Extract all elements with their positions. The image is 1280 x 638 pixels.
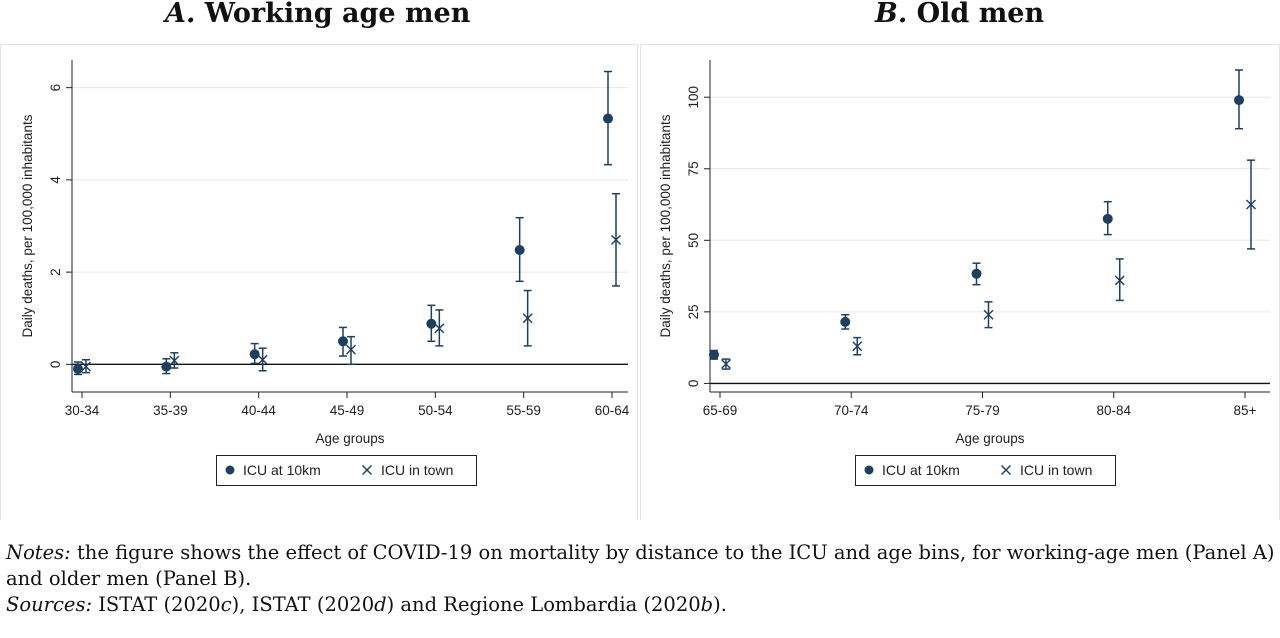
panel-a-legend-label-icu-in-town: ICU in town <box>381 462 453 478</box>
panel-b-title: B. Old men <box>875 0 1044 29</box>
panel-a-legend-label-icu-10km: ICU at 10km <box>243 462 321 478</box>
x-marker-stroke <box>1246 199 1256 210</box>
panel-b-point-icu-in-town <box>983 309 994 320</box>
panel-a-title-text: Working age men <box>204 0 471 29</box>
panel-b-point-icu-in-town <box>1246 199 1256 210</box>
panel-a-point-icu-in-town <box>81 361 91 372</box>
panel-a-ytick-label: 0 <box>48 361 63 369</box>
panel-a-xtick-label: 60-64 <box>595 403 630 418</box>
panel-a-xtick-label: 55-59 <box>506 403 541 418</box>
panel-b-legend: ICU at 10km ICU in town <box>855 455 1116 486</box>
panel-b-ytick-label: 100 <box>686 86 701 109</box>
panel-a-point-icu-in-town <box>611 234 621 245</box>
panel-b-point-icu-10km <box>1102 213 1113 224</box>
panel-a-point-icu-in-town <box>346 344 356 355</box>
panel-b-x-axis-title: Age groups <box>955 431 1024 446</box>
x-marker-stroke <box>1114 275 1125 286</box>
x-marker-stroke <box>81 361 91 372</box>
x-marker-stroke <box>257 354 268 365</box>
panel-a-point-icu-10km <box>338 336 348 347</box>
panel-b-y-axis-title: Daily deaths, per 100,000 inhabitants <box>658 114 673 337</box>
charts-canvas: 0 2 4 6 30-34 35-39 40-44 45-49 50-54 55-59 60-64 A… <box>0 44 1280 520</box>
panel-a-ytick-label: 6 <box>48 84 63 92</box>
panel-a-point-icu-10km <box>603 113 613 124</box>
sources-line: Sources: ISTAT (2020c), ISTAT (2020d) an… <box>6 592 1278 618</box>
notes-line: Notes: the figure shows the effect of CO… <box>6 540 1278 592</box>
notes-label: Notes: <box>6 541 71 564</box>
panel-a-xtick-label: 45-49 <box>330 403 365 418</box>
notes-text: the figure shows the effect of COVID-19 … <box>6 541 1275 590</box>
panel-a-point-icu-10km <box>514 244 525 255</box>
panel-b-xtick-label: 65-69 <box>703 403 738 418</box>
panel-b-legend-circle-icon <box>864 465 874 475</box>
panel-a-frame <box>0 44 638 520</box>
panel-b-point-icu-10km <box>971 268 982 279</box>
x-marker-stroke <box>611 234 621 245</box>
panel-a-point-icu-in-town <box>169 355 180 366</box>
panel-b-xtick-label: 75-79 <box>965 403 1000 418</box>
panel-b-xtick-label: 80-84 <box>1096 403 1131 418</box>
panel-a-point-icu-in-town <box>522 313 533 324</box>
panel-b-point-icu-10km <box>1234 95 1244 106</box>
panel-a-point-icu-10km <box>426 318 437 329</box>
panel-b-letter: B. <box>875 0 908 29</box>
panel-a-legend: ICU at 10km ICU in town <box>216 455 477 486</box>
panel-a-ytick-label: 4 <box>48 176 63 184</box>
panel-a-legend-box <box>216 455 477 486</box>
panel-b-frame <box>640 44 1280 520</box>
panel-a-chart: 0 2 4 6 30-34 35-39 40-44 45-49 50-54 55-59 60-64 A… <box>0 44 638 520</box>
source-istat-c: ISTAT (2020c), <box>98 593 252 616</box>
panel-a-point-icu-in-town <box>257 354 268 365</box>
source-regione-lombardia: Regione Lombardia (2020b). <box>443 593 727 616</box>
x-marker-stroke <box>169 355 180 366</box>
panel-b-xtick-label: 85+ <box>1234 403 1257 418</box>
panel-b-title-text: Old men <box>916 0 1045 29</box>
x-marker-stroke <box>983 309 994 320</box>
panel-a-title: A. Working age men <box>165 0 470 29</box>
panel-a-xtick-label: 40-44 <box>241 403 276 418</box>
x-marker-stroke <box>1001 465 1011 475</box>
x-marker-stroke <box>522 313 533 324</box>
panel-b-ytick-label: 75 <box>686 161 701 176</box>
sources-label: Sources: <box>6 593 93 616</box>
panel-b-point-icu-10km <box>840 316 851 327</box>
panel-b-ytick-label: 50 <box>686 233 701 248</box>
x-marker-stroke <box>346 344 356 355</box>
panel-b-point-icu-in-town <box>852 341 863 352</box>
panel-a-legend-x-icon <box>362 465 372 475</box>
panel-b-legend-x-icon <box>1001 465 1011 475</box>
panel-a-xtick-label: 35-39 <box>153 403 188 418</box>
figure-notes: Notes: the figure shows the effect of CO… <box>6 540 1278 618</box>
panel-b-ytick-label: 0 <box>686 380 701 388</box>
panel-a-legend-circle-icon <box>225 465 235 475</box>
panel-b-xtick-label: 70-74 <box>834 403 869 418</box>
panel-a-y-axis-title: Daily deaths, per 100,000 inhabitants <box>20 114 35 337</box>
panel-b-ytick-label: 25 <box>686 304 701 319</box>
panel-b-point-icu-in-town <box>721 358 731 369</box>
x-marker-stroke <box>852 341 863 352</box>
panel-a-x-axis-title: Age groups <box>315 431 384 446</box>
panel-b-point-icu-10km <box>709 349 719 360</box>
panel-b-point-icu-in-town <box>1114 275 1125 286</box>
panel-b-legend-label-icu-10km: ICU at 10km <box>882 462 960 478</box>
panel-a-xtick-label: 50-54 <box>418 403 453 418</box>
panel-a-point-icu-10km <box>73 363 83 374</box>
source-istat-d: ISTAT (2020d) and <box>251 593 444 616</box>
panel-a-point-icu-in-town <box>434 323 445 334</box>
x-marker-stroke <box>721 358 731 369</box>
x-marker-stroke <box>434 323 445 334</box>
x-marker-stroke <box>362 465 372 475</box>
panel-b-legend-label-icu-in-town: ICU in town <box>1020 462 1092 478</box>
panel-b-chart: 0 25 50 75 100 65-69 70-74 75-79 80-84 85+ Age gro… <box>640 44 1280 520</box>
panel-a-point-icu-10km <box>249 349 260 360</box>
panel-a-point-icu-10km <box>161 361 172 372</box>
panel-a-ytick-label: 2 <box>48 268 63 276</box>
panel-b-legend-box <box>855 455 1116 486</box>
panel-a-letter: A. <box>165 0 196 29</box>
panel-a-xtick-label: 30-34 <box>65 403 100 418</box>
